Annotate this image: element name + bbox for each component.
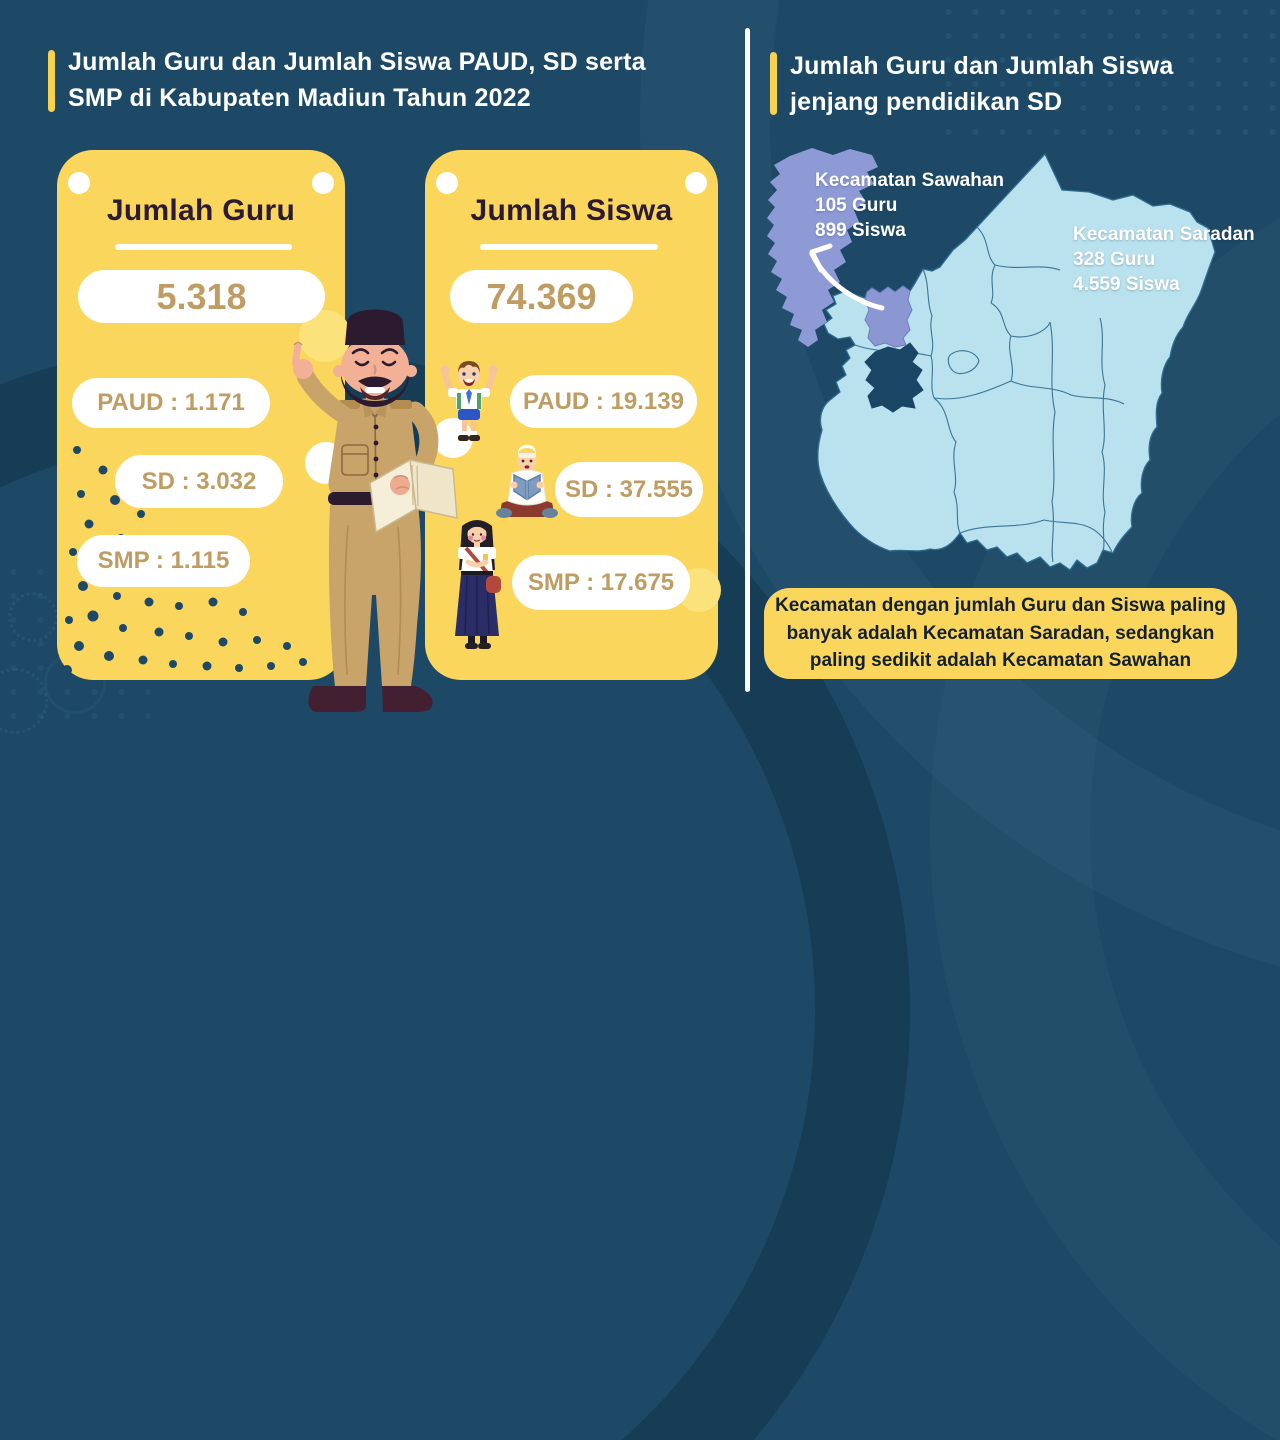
saradan-guru: 328 Guru (1073, 249, 1156, 270)
saradan-siswa: 4.559 Siswa (1073, 274, 1180, 295)
reading-boy-illustration (496, 445, 558, 518)
right-title-accent-bar (770, 52, 777, 115)
madiun-regency-map (767, 148, 1216, 571)
conclusion-note: Kecamatan dengan jumlah Guru dan Siswa p… (764, 588, 1237, 679)
section-divider (745, 28, 750, 692)
siswa-total-pill: 74.369 (450, 270, 633, 323)
siswa-paud-pill: PAUD : 19.139 (510, 375, 697, 428)
guru-sd-pill: SD : 3.032 (115, 455, 283, 508)
siswa-sd-pill: SD : 37.555 (555, 462, 703, 517)
card-corner-dot (436, 172, 458, 194)
ring-decoration (8, 592, 58, 642)
right-section-title: Jumlah Guru dan Jumlah Siswa jenjang pen… (790, 48, 1260, 120)
saradan-name: Kecamatan Saradan (1073, 224, 1255, 245)
map-arrow (809, 243, 885, 311)
saradan-label: Kecamatan Saradan 328 Guru 4.559 Siswa (1073, 222, 1280, 297)
card-corner-dot (68, 172, 90, 194)
title-underline (115, 244, 292, 250)
teacher-illustration (291, 309, 458, 712)
sawahan-label: Kecamatan Sawahan 105 Guru 899 Siswa (815, 168, 1025, 243)
left-section-title: Jumlah Guru dan Jumlah Siswa PAUD, SD se… (68, 44, 728, 116)
left-title-line-2: SMP di Kabupaten Madiun Tahun 2022 (68, 84, 531, 112)
left-title-accent-bar (48, 50, 55, 112)
dot-pattern-top-right (935, 0, 1280, 150)
guru-card-title: Jumlah Guru (106, 194, 296, 227)
sawahan-siswa: 899 Siswa (815, 220, 906, 241)
map-main-body (817, 153, 1216, 571)
card-corner-dot (685, 172, 707, 194)
guru-paud-pill: PAUD : 1.171 (72, 378, 270, 428)
guru-total-pill: 5.318 (78, 270, 325, 323)
sawahan-name: Kecamatan Sawahan (815, 170, 1005, 191)
conclusion-note-text: Kecamatan dengan jumlah Guru dan Siswa p… (775, 595, 1226, 671)
right-title-line-2: jenjang pendidikan SD (790, 88, 1063, 116)
map-sawahan-district (864, 285, 913, 348)
guru-smp-pill: SMP : 1.115 (77, 535, 250, 587)
title-underline (480, 244, 658, 250)
schoolgirl-illustration (455, 520, 501, 649)
right-title-line-1: Jumlah Guru dan Jumlah Siswa (790, 52, 1174, 80)
guru-card: Jumlah Guru 5.318 PAUD : 1.171 SD : 3.03… (57, 150, 351, 680)
sawahan-guru: 105 Guru (815, 195, 898, 216)
map-dark-district (864, 342, 924, 413)
siswa-smp-pill: SMP : 17.675 (512, 555, 690, 610)
siswa-card-title: Jumlah Siswa (470, 194, 673, 227)
cheering-boy-illustration (440, 361, 498, 441)
card-corner-dot (312, 172, 334, 194)
district-borders (854, 226, 1125, 563)
left-title-line-1: Jumlah Guru dan Jumlah Siswa PAUD, SD se… (68, 48, 646, 76)
